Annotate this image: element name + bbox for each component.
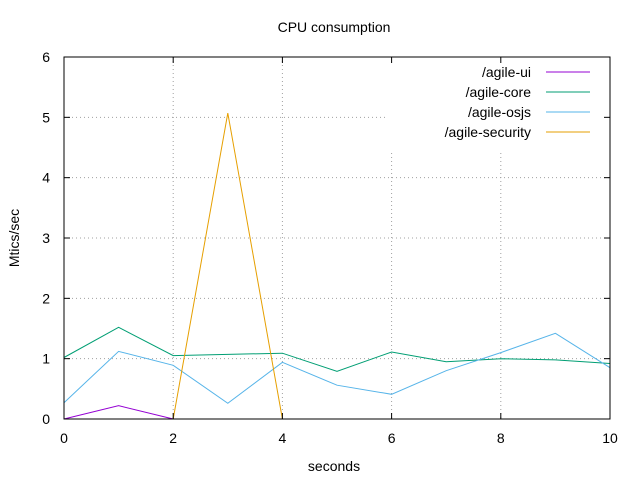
y-tick-label: 0 bbox=[42, 411, 50, 427]
grid-lines bbox=[64, 57, 610, 419]
series-line bbox=[63, 332, 611, 404]
x-tick-label: 0 bbox=[60, 430, 68, 446]
y-tick-label: 2 bbox=[42, 290, 50, 306]
legend-label: /agile-security bbox=[445, 124, 531, 140]
series-line bbox=[63, 405, 174, 420]
y-tick-label: 4 bbox=[42, 170, 50, 186]
y-tick-label: 1 bbox=[42, 351, 50, 367]
legend: /agile-ui/agile-core/agile-osjs/agile-se… bbox=[445, 64, 590, 140]
y-tick-label: 5 bbox=[42, 109, 50, 125]
y-tick-label: 6 bbox=[42, 49, 50, 65]
x-tick-label: 6 bbox=[388, 430, 396, 446]
series-lines bbox=[63, 113, 611, 420]
x-axis-label: seconds bbox=[308, 458, 360, 474]
legend-label: /agile-ui bbox=[482, 64, 531, 80]
x-tick-label: 10 bbox=[602, 430, 618, 446]
series-line bbox=[63, 326, 611, 372]
x-tick-label: 4 bbox=[279, 430, 287, 446]
x-tick-label: 2 bbox=[169, 430, 177, 446]
y-tick-label: 3 bbox=[42, 230, 50, 246]
legend-label: /agile-core bbox=[466, 84, 532, 100]
chart-title: CPU consumption bbox=[278, 19, 391, 35]
y-axis-label: Mtics/sec bbox=[6, 209, 22, 267]
series-line bbox=[172, 113, 283, 420]
x-tick-label: 8 bbox=[497, 430, 505, 446]
legend-label: /agile-osjs bbox=[468, 104, 531, 120]
axis-ticks: 0 2 4 6 8 10 0 1 2 3 4 5 6 bbox=[42, 49, 618, 446]
